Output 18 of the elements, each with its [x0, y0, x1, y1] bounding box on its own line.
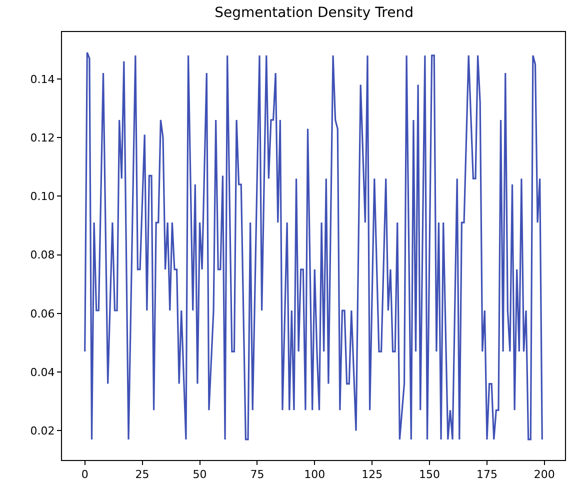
x-tick-label: 25	[135, 468, 150, 482]
y-tick-label: 0.02	[30, 424, 55, 438]
y-tick-label: 0.12	[30, 131, 55, 144]
x-tick-label: 175	[476, 468, 498, 482]
x-tick-label: 150	[419, 468, 440, 482]
y-tick-label: 0.10	[30, 190, 55, 204]
x-tick-label: 50	[192, 468, 207, 482]
x-tick-label: 100	[304, 468, 326, 482]
y-tick-label: 0.14	[30, 72, 55, 86]
y-tick-label: 0.04	[30, 366, 55, 379]
chart-title: Segmentation Density Trend	[214, 5, 414, 22]
x-tick-label: 0	[81, 468, 88, 482]
x-tick-label: 75	[250, 468, 264, 482]
y-tick-label: 0.06	[30, 307, 55, 320]
line-series	[84, 52, 543, 440]
x-tick-label: 125	[362, 468, 383, 482]
x-tick-label: 200	[534, 468, 555, 482]
y-tick-label: 0.08	[30, 248, 55, 262]
